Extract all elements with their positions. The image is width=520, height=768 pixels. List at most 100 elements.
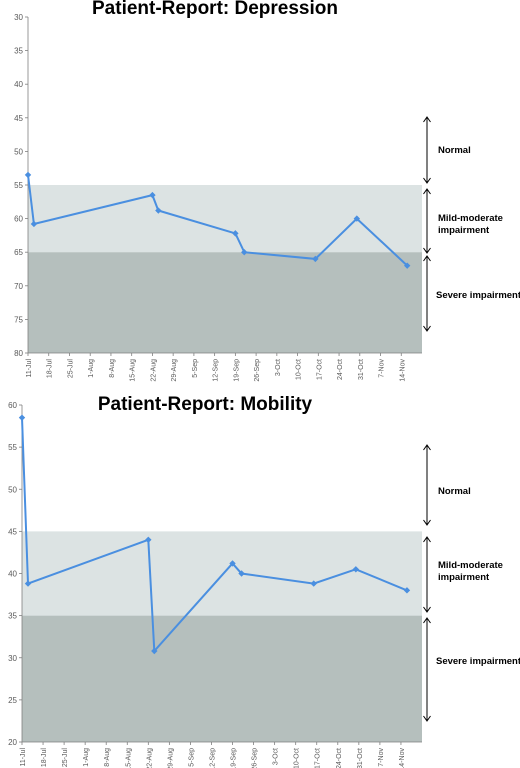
zone-label-line: impairment bbox=[438, 225, 490, 236]
x-tick-label: 29-Aug bbox=[171, 359, 178, 382]
x-tick-labels: 11-Jul 18-Jul 25-Jul 1-Aug 8-Aug 15-Aug 22-Aug… bbox=[20, 742, 406, 768]
y-tick-label: 35 bbox=[8, 612, 17, 621]
series-depression bbox=[24, 171, 411, 269]
zone-arrows bbox=[423, 116, 431, 332]
zone-label-severe: Severe impairment bbox=[436, 290, 520, 301]
y-tick-labels: 30 35 40 45 50 55 60 65 70 75 80 bbox=[14, 13, 28, 358]
x-tick-label: 29-Aug bbox=[167, 748, 174, 768]
x-tick-label: 24-Oct bbox=[336, 748, 343, 768]
depression-chart: Patient-Report: Depression 30 35 40 45 50 55 6… bbox=[14, 0, 520, 382]
x-tick-label: 15-Aug bbox=[130, 359, 137, 382]
data-point bbox=[18, 414, 26, 421]
y-tick-label: 75 bbox=[14, 315, 23, 324]
y-tick-label: 55 bbox=[14, 181, 23, 190]
x-tick-label: 26-Sep bbox=[252, 748, 259, 768]
x-tick-label: 22-Aug bbox=[146, 748, 153, 768]
x-tick-label: 5-Sep bbox=[192, 359, 199, 378]
y-tick-label: 80 bbox=[14, 349, 23, 358]
arrow-severe bbox=[423, 617, 431, 722]
x-tick-label: 19-Sep bbox=[231, 748, 238, 768]
y-tick-label: 50 bbox=[14, 147, 23, 156]
arrow-normal bbox=[423, 444, 431, 526]
x-tick-label: 31-Oct bbox=[357, 748, 364, 768]
data-point bbox=[151, 647, 158, 655]
x-tick-label: 18-Jul bbox=[47, 359, 54, 379]
data-point bbox=[145, 536, 152, 543]
x-tick-label: 25-Jul bbox=[62, 748, 69, 768]
x-tick-label: 8-Aug bbox=[104, 748, 111, 767]
arrow-normal bbox=[423, 116, 431, 184]
zone-label-line: Mild-moderate bbox=[438, 213, 503, 224]
zone-label-mild-moderate: Mild-moderate impairment bbox=[438, 560, 503, 583]
zone-band bbox=[22, 531, 422, 616]
y-tick-label: 60 bbox=[14, 215, 23, 224]
x-tick-label: 26-Sep bbox=[254, 359, 261, 382]
x-tick-label: 3-Oct bbox=[275, 359, 282, 376]
zone-labels: Normal Mild-moderate impairment Severe im… bbox=[436, 145, 520, 301]
x-tick-label: 12-Sep bbox=[213, 359, 220, 382]
x-tick-label: 1-Aug bbox=[88, 359, 95, 378]
y-tick-label: 40 bbox=[14, 80, 23, 89]
y-tick-labels: 20 25 30 35 40 45 50 55 60 bbox=[8, 401, 22, 747]
data-point bbox=[241, 249, 248, 256]
y-tick-label: 25 bbox=[8, 696, 17, 705]
data-point bbox=[403, 262, 411, 269]
y-tick-label: 45 bbox=[8, 527, 17, 536]
x-tick-labels: 11-Jul 18-Jul 25-Jul 1-Aug 8-Aug 15-Aug 22-Aug… bbox=[26, 353, 406, 382]
y-tick-label: 35 bbox=[14, 47, 23, 56]
x-tick-label: 7-Nov bbox=[378, 748, 385, 767]
y-tick-label: 20 bbox=[8, 738, 17, 747]
x-tick-label: 3-Oct bbox=[273, 748, 280, 765]
chart-title: Patient-Report: Depression bbox=[92, 0, 338, 19]
x-tick-label: 17-Oct bbox=[316, 359, 323, 380]
data-point bbox=[310, 580, 317, 587]
y-tick-label: 50 bbox=[8, 485, 17, 494]
y-tick-label: 30 bbox=[14, 13, 23, 22]
data-point bbox=[155, 207, 162, 214]
x-tick-label: 10-Oct bbox=[296, 359, 303, 380]
x-tick-label: 8-Aug bbox=[109, 359, 116, 378]
y-tick-label: 55 bbox=[8, 443, 17, 452]
impairment-zones bbox=[22, 531, 422, 742]
x-tick-label: 10-Oct bbox=[294, 748, 301, 768]
y-tick-label: 30 bbox=[8, 654, 17, 663]
arrow-severe bbox=[423, 255, 431, 332]
zone-label-line: impairment bbox=[438, 572, 490, 583]
y-tick-label: 70 bbox=[14, 282, 23, 291]
arrow-mild-moderate bbox=[423, 536, 431, 613]
data-point bbox=[312, 255, 319, 263]
x-tick-label: 22-Aug bbox=[150, 359, 157, 382]
x-tick-label: 25-Jul bbox=[67, 359, 74, 379]
x-tick-label: 31-Oct bbox=[358, 359, 365, 380]
data-point bbox=[238, 570, 245, 577]
data-point bbox=[403, 587, 411, 594]
data-point bbox=[24, 171, 32, 179]
y-tick-label: 60 bbox=[8, 401, 17, 410]
x-tick-label: 14-Nov bbox=[399, 359, 406, 382]
mobility-chart: Patient-Report: Mobility 20 25 30 35 40 45 50 5… bbox=[8, 394, 520, 768]
zone-label-severe: Severe impairment bbox=[436, 656, 520, 667]
x-tick-label: 7-Nov bbox=[379, 359, 386, 378]
zone-band bbox=[28, 252, 422, 353]
zone-label-normal: Normal bbox=[438, 145, 471, 156]
x-tick-label: 15-Aug bbox=[125, 748, 132, 768]
x-tick-label: 1-Aug bbox=[83, 748, 90, 767]
x-tick-label: 5-Sep bbox=[188, 748, 195, 767]
arrow-mild-moderate bbox=[423, 188, 431, 254]
data-point bbox=[352, 566, 360, 573]
x-tick-label: 18-Jul bbox=[41, 748, 48, 768]
zone-label-line: Mild-moderate bbox=[438, 560, 503, 571]
data-point bbox=[232, 230, 239, 237]
zone-labels: Normal Mild-moderate impairment Severe im… bbox=[436, 486, 520, 667]
zone-band bbox=[28, 185, 422, 253]
y-tick-label: 40 bbox=[8, 570, 17, 579]
y-tick-label: 65 bbox=[14, 248, 23, 257]
zone-label-mild-moderate: Mild-moderate impairment bbox=[438, 213, 503, 236]
x-tick-label: 24-Oct bbox=[337, 359, 344, 380]
x-tick-label: 11-Jul bbox=[20, 748, 27, 767]
x-tick-label: 11-Jul bbox=[26, 359, 33, 378]
x-tick-label: 12-Sep bbox=[209, 748, 216, 768]
x-tick-label: 19-Sep bbox=[233, 359, 240, 382]
zone-label-normal: Normal bbox=[438, 486, 471, 497]
